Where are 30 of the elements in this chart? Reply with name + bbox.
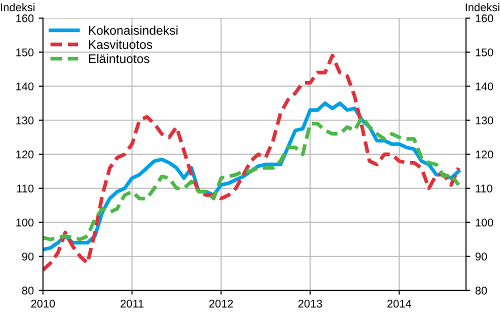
y2-tick-label: 110: [476, 184, 492, 192]
y2-tick-label: 130: [476, 116, 494, 124]
y-axis-title: Indeksi: [1, 3, 34, 12]
line-series: [43, 54, 460, 272]
y-tick-label: 100: [16, 218, 34, 226]
y-tick-label: 90: [22, 252, 34, 261]
x-tick-label: 2011: [120, 300, 144, 308]
x-tick-label: 2012: [209, 300, 233, 308]
legend-label: Eläintuotos: [89, 54, 150, 64]
y2-tick-label: 160: [476, 14, 494, 22]
y2-tick-label: 140: [476, 82, 494, 90]
y-tick-label: 120: [16, 150, 34, 158]
y-tick-label: 140: [16, 82, 34, 90]
y2-tick-label: 90: [476, 252, 487, 261]
y2-tick-label: 100: [476, 218, 494, 226]
y2-tick-label: 150: [476, 48, 494, 56]
y2-axis-title: Indeksi: [466, 3, 500, 12]
legend-label: Kokonaisindeksi: [89, 26, 178, 35]
y-tick-label: 150: [16, 48, 34, 56]
y2-tick-label: 120: [476, 150, 494, 158]
line-series: [43, 115, 460, 242]
y-tick-label: 130: [16, 116, 34, 124]
x-tick-label: 2014: [387, 300, 412, 308]
x-tick-label: 2010: [31, 300, 55, 308]
legend-label: Kasvituotos: [89, 40, 152, 49]
y2-tick-label: 80: [476, 286, 487, 295]
y-tick-label: 80: [22, 286, 34, 295]
x-tick-label: 2013: [298, 300, 322, 308]
y-tick-label: 160: [16, 14, 34, 22]
y-tick-label: 110: [17, 184, 34, 192]
